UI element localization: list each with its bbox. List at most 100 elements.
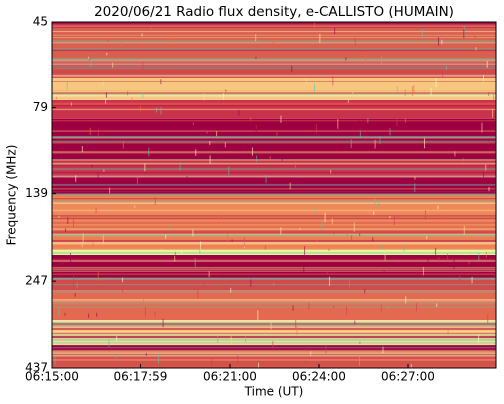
texture <box>52 104 496 107</box>
texture <box>111 134 113 137</box>
texture <box>52 252 496 254</box>
texture <box>483 172 485 178</box>
texture <box>52 200 496 203</box>
texture <box>52 228 496 230</box>
texture <box>483 75 485 82</box>
texture <box>52 336 496 338</box>
texture <box>103 169 105 172</box>
texture <box>227 233 229 243</box>
texture <box>359 233 361 236</box>
texture <box>52 352 496 355</box>
texture <box>52 325 496 327</box>
texture <box>171 36 173 45</box>
texture <box>186 176 188 184</box>
texture <box>316 239 318 243</box>
texture <box>52 242 496 245</box>
texture <box>52 188 496 190</box>
texture <box>481 122 483 133</box>
texture <box>52 328 496 330</box>
texture <box>192 122 194 125</box>
texture <box>453 259 455 269</box>
texture <box>52 25 496 27</box>
texture <box>52 234 496 236</box>
texture <box>95 207 97 213</box>
texture <box>488 186 490 192</box>
texture <box>52 239 496 242</box>
texture <box>387 306 389 309</box>
spectrum-band <box>52 194 496 250</box>
texture <box>52 64 496 65</box>
texture <box>65 228 67 233</box>
texture <box>209 155 211 164</box>
texture <box>52 195 496 198</box>
texture <box>345 57 347 61</box>
texture <box>393 216 395 225</box>
texture <box>435 78 437 88</box>
texture <box>52 333 496 335</box>
texture <box>52 353 496 355</box>
texture <box>468 261 470 265</box>
texture <box>410 363 412 371</box>
texture <box>380 304 382 313</box>
texture <box>52 94 496 97</box>
texture <box>308 302 310 310</box>
texture <box>273 38 275 45</box>
texture <box>52 22 496 25</box>
texture <box>144 307 146 317</box>
texture <box>209 141 211 145</box>
texture <box>280 115 282 123</box>
texture <box>396 86 398 95</box>
texture <box>52 136 496 138</box>
y-tick-label: 437 <box>25 361 48 375</box>
texture <box>67 217 69 225</box>
texture <box>315 124 317 134</box>
texture <box>195 149 197 156</box>
texture <box>463 225 465 235</box>
texture <box>181 250 183 254</box>
texture <box>52 340 496 342</box>
texture <box>52 142 496 144</box>
texture <box>142 61 144 72</box>
texture <box>331 218 333 224</box>
texture <box>52 271 496 272</box>
texture <box>116 335 118 342</box>
texture <box>374 198 376 206</box>
texture <box>52 191 496 192</box>
texture <box>52 277 496 280</box>
texture <box>97 128 99 138</box>
texture <box>131 97 133 101</box>
texture <box>255 33 257 42</box>
texture <box>52 349 496 351</box>
spectrum-band <box>52 320 496 346</box>
y-axis-label: Frequency (MHz) <box>5 145 19 246</box>
texture <box>81 146 83 152</box>
texture <box>265 174 267 184</box>
texture <box>160 106 162 115</box>
texture <box>365 54 367 64</box>
texture <box>289 182 291 190</box>
texture <box>76 282 78 288</box>
texture <box>52 210 496 212</box>
texture <box>75 175 77 182</box>
texture <box>82 233 84 243</box>
texture <box>122 140 124 149</box>
texture <box>52 31 496 33</box>
texture <box>52 81 496 82</box>
texture <box>52 103 496 106</box>
texture <box>462 157 464 162</box>
texture <box>105 92 107 98</box>
texture <box>52 194 496 196</box>
texture <box>52 101 496 104</box>
texture <box>382 346 384 354</box>
texture <box>415 303 417 312</box>
texture <box>52 332 496 334</box>
texture <box>52 341 496 344</box>
texture <box>70 102 72 106</box>
texture <box>459 275 461 283</box>
texture <box>154 311 156 317</box>
texture <box>291 65 293 73</box>
texture <box>276 132 278 136</box>
texture <box>52 272 496 275</box>
texture <box>404 89 406 96</box>
texture <box>454 151 456 157</box>
